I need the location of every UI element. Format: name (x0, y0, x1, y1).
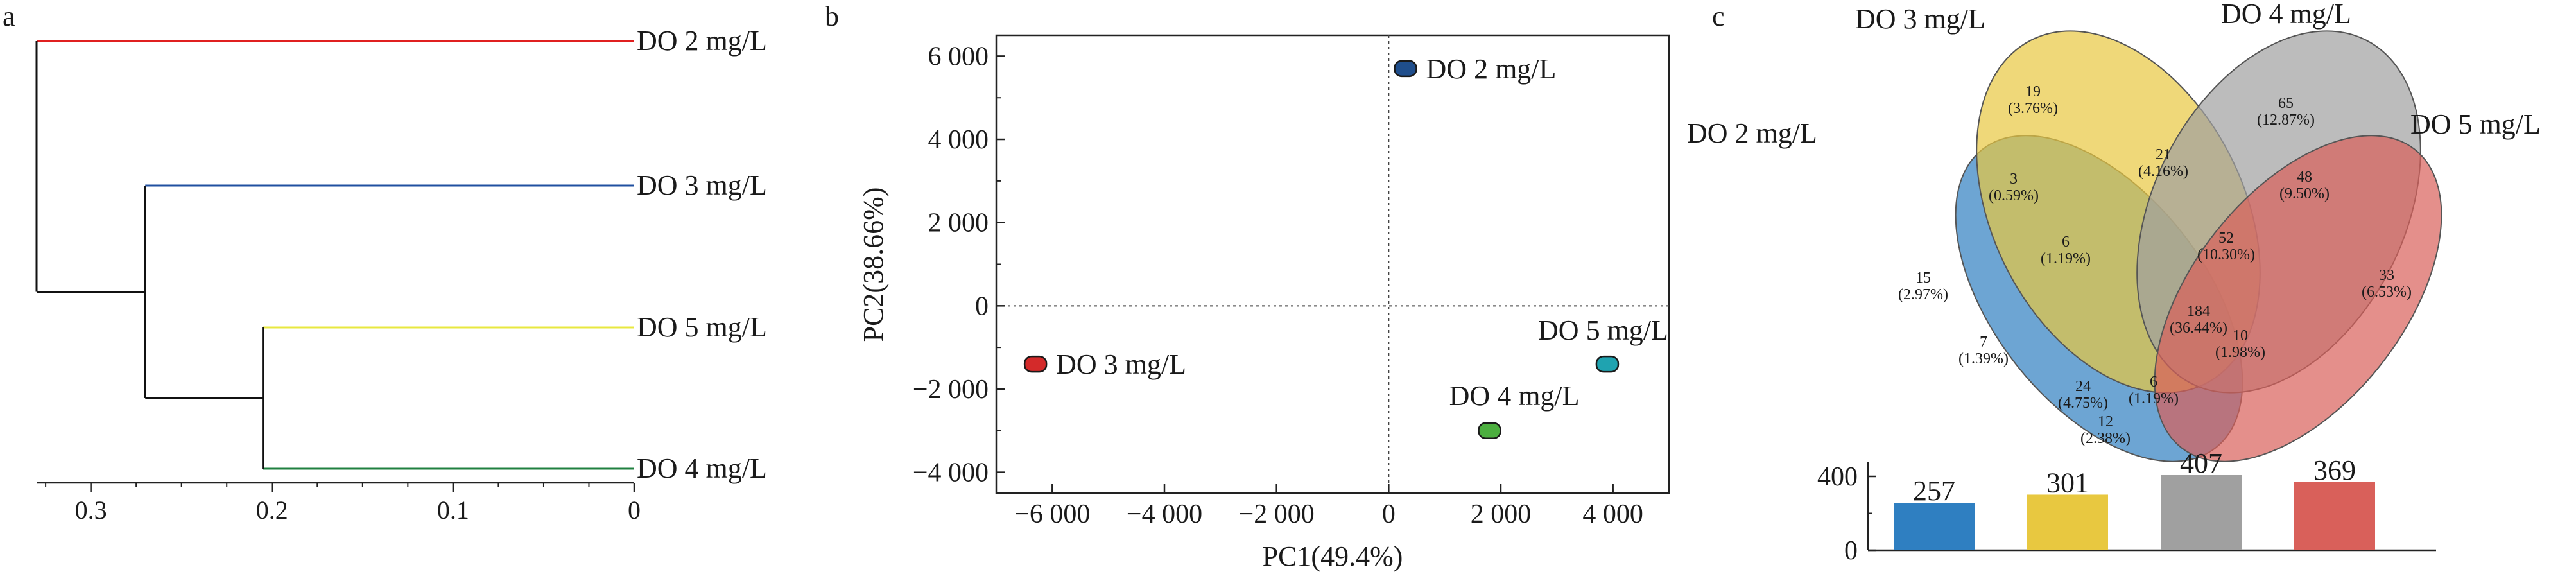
venn-region-percent: (36.44%) (2170, 320, 2227, 336)
venn-region-percent: (1.19%) (2041, 250, 2091, 267)
venn-region-count: 3 (2010, 171, 2018, 187)
venn-set-ellipse (2154, 135, 2442, 462)
venn-region-count: 65 (2278, 95, 2294, 112)
venn-region-percent: (6.53%) (2362, 284, 2412, 300)
panel-label-b: b (825, 1, 839, 32)
pca-x-tick-label: −6 000 (1014, 500, 1090, 529)
pca-x-tick-label: 0 (1382, 500, 1396, 529)
bar (2294, 482, 2375, 550)
venn-region-count: 12 (2098, 413, 2113, 430)
venn-region-count: 6 (2062, 234, 2070, 250)
bar (1894, 503, 1975, 550)
bar-value-label: 407 (2180, 448, 2222, 479)
venn-region-count: 48 (2297, 169, 2312, 186)
bar-y-tick-label: 0 (1844, 536, 1858, 566)
pca-y-tick-label: −4 000 (913, 458, 989, 488)
dendro-x-tick-label: 0 (628, 496, 641, 525)
bar-value-label: 301 (2046, 467, 2089, 498)
set-size-bar-panel: 0 400 257 301 407 369 (1817, 448, 2436, 566)
venn-region-percent: (0.59%) (1989, 187, 2039, 204)
bar-y-tick-label: 400 (1817, 462, 1858, 492)
pca-point-label: DO 2 mg/L (1426, 53, 1557, 85)
bar-value-label: 257 (1913, 475, 1955, 507)
venn-region-count: 7 (1980, 334, 1987, 351)
venn-region-count: 19 (2025, 83, 2041, 100)
venn-region-percent: (1.39%) (1958, 351, 2009, 367)
pca-x-tick-label: −4 000 (1127, 500, 1202, 529)
dendro-x-tick-label: 0.2 (256, 496, 288, 525)
venn-region-count: 52 (2218, 230, 2234, 247)
pca-point-label: DO 5 mg/L (1538, 315, 1668, 346)
pca-point (1595, 355, 1620, 373)
panel-label-a: a (3, 1, 15, 32)
pca-y-tick-label: −2 000 (913, 375, 989, 404)
pca-point (1394, 60, 1417, 78)
bar-value-label: 369 (2313, 455, 2356, 486)
pca-scatter-panel: PC1(49.4%) PC2(38.66%) −6 000 −4 000 −2 00… (858, 34, 1670, 572)
pca-y-tick-label: 6 000 (928, 42, 989, 71)
venn-region-percent: (1.98%) (2215, 344, 2265, 361)
pca-point (1478, 422, 1501, 440)
pca-y-tick-label: 2 000 (928, 209, 989, 238)
venn-region-percent: (2.97%) (1898, 286, 1948, 303)
venn-region-percent: (3.76%) (2008, 100, 2058, 117)
bar (2027, 494, 2108, 550)
pca-y-axis-label: PC2(38.66%) (858, 187, 889, 342)
venn-panel: DO 2 mg/LDO 3 mg/L DO 4 mg/LDO 5 mg/L19(3… (1687, 0, 2541, 462)
venn-set-label: DO 4 mg/L (2221, 0, 2351, 30)
panel-label-c: c (1712, 1, 1725, 32)
pca-point (1023, 355, 1048, 373)
venn-region-percent: (10.30%) (2197, 247, 2255, 263)
venn-region-percent: (4.75%) (2058, 395, 2108, 412)
dendro-x-tick-label: 0.1 (437, 496, 469, 525)
dendro-x-tick-label: 0.3 (75, 496, 107, 525)
dendro-leaf-label: DO 2 mg/L (637, 25, 767, 57)
venn-region-count: 21 (2156, 146, 2171, 163)
venn-region-percent: (9.50%) (2279, 186, 2330, 202)
pca-y-tick-label: 0 (975, 291, 989, 321)
venn-set-label: DO 5 mg/L (2410, 109, 2541, 140)
venn-region-percent: (12.87%) (2257, 112, 2315, 128)
dendrogram-panel: DO 2 mg/L DO 3 mg/L DO 5 mg/L DO 4 mg/L 0.3 0… (35, 25, 767, 525)
pca-point-label: DO 3 mg/L (1056, 349, 1186, 380)
venn-set-label: DO 3 mg/L (1855, 3, 1985, 35)
pca-x-tick-label: 2 000 (1471, 500, 1532, 529)
pca-x-tick-label: 4 000 (1582, 500, 1643, 529)
venn-region-count: 184 (2187, 303, 2210, 320)
venn-region-count: 24 (2075, 378, 2091, 395)
dendro-leaf-label: DO 3 mg/L (637, 170, 767, 201)
pca-x-axis-label: PC1(49.4%) (1263, 541, 1403, 572)
dendro-leaf-label: DO 5 mg/L (637, 311, 767, 343)
venn-region-count: 10 (2233, 327, 2248, 344)
bar (2161, 474, 2242, 550)
venn-region-count: 33 (2379, 267, 2394, 284)
pca-plot-frame (995, 34, 1670, 494)
dendro-leaf-label: DO 4 mg/L (637, 453, 767, 484)
pca-x-tick-label: −2 000 (1239, 500, 1315, 529)
venn-region-count: 6 (2150, 374, 2157, 390)
venn-region-percent: (4.16%) (2138, 163, 2188, 180)
venn-region-percent: (1.19%) (2129, 390, 2179, 407)
pca-point-label: DO 4 mg/L (1449, 380, 1580, 412)
venn-set-label: DO 2 mg/L (1687, 117, 1817, 149)
venn-region-percent: (2.38%) (2080, 430, 2131, 447)
pca-y-tick-label: 4 000 (928, 125, 989, 155)
venn-region-count: 15 (1915, 270, 1931, 286)
